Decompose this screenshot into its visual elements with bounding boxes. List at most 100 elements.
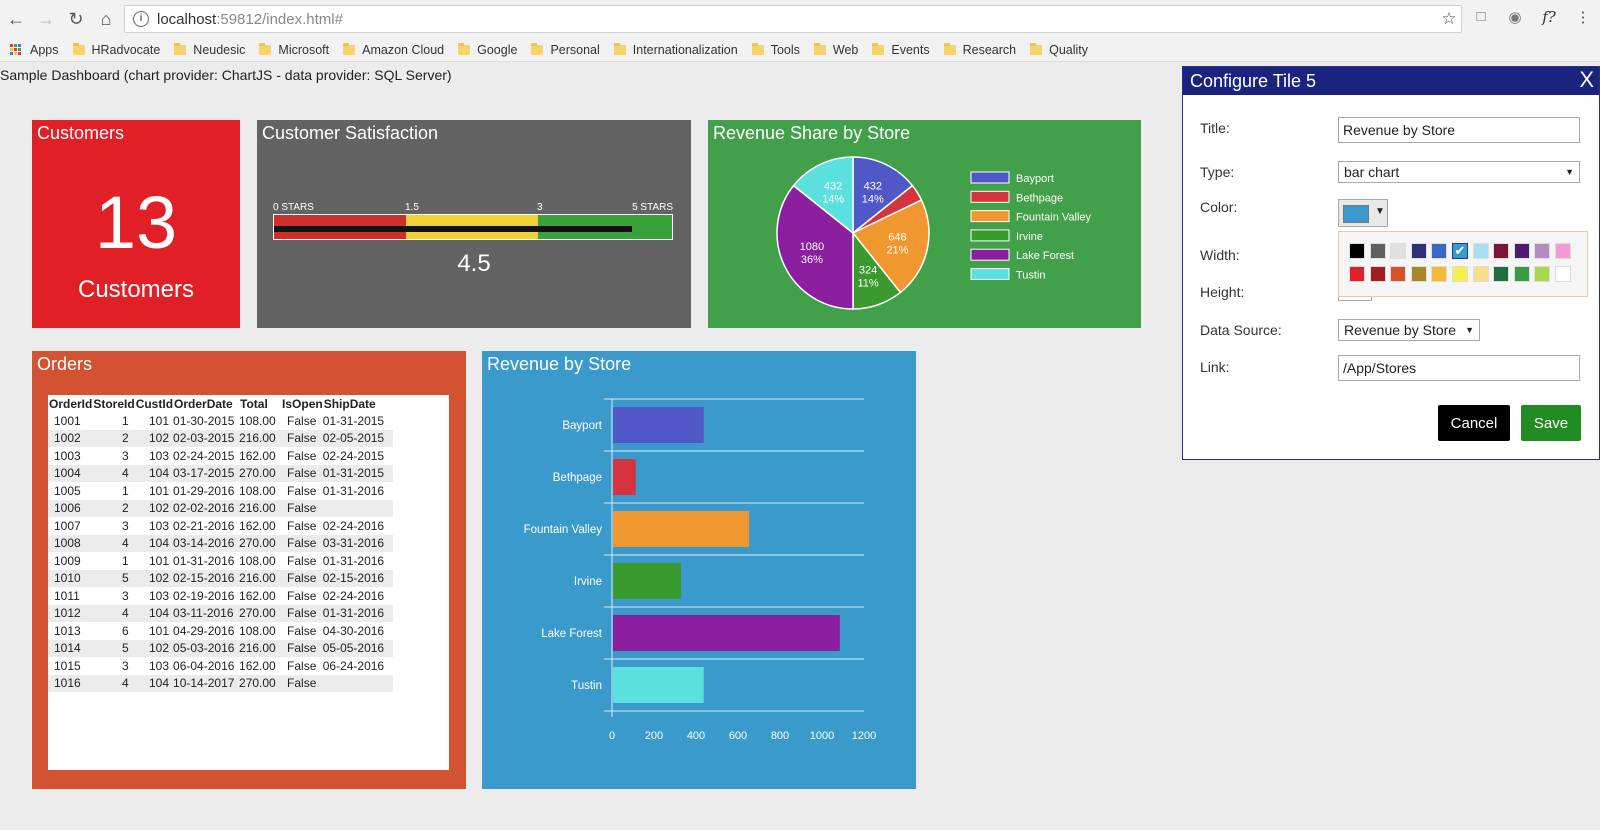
palette-swatch[interactable] bbox=[1349, 266, 1365, 282]
pie-slice-label: 14% bbox=[862, 193, 884, 205]
url-path: :59812/index.html# bbox=[216, 10, 343, 28]
bar[interactable] bbox=[613, 615, 840, 651]
pdf-extension-icon[interactable]: □ bbox=[1476, 8, 1486, 25]
bookmark-folder[interactable]: Events bbox=[872, 42, 930, 57]
table-row[interactable]: 1001 1 101 01-30-2015 108.00 False 01-31-2015 bbox=[48, 412, 393, 430]
table-row[interactable]: 1005 1 101 01-29-2016 108.00 False 01-31-2016 bbox=[48, 482, 393, 500]
bookmark-label: Neudesic bbox=[193, 42, 246, 57]
pie-slice[interactable] bbox=[852, 156, 914, 235]
table-cell: 02-21-2016 bbox=[173, 518, 235, 533]
bookmark-label: Research bbox=[962, 42, 1017, 57]
palette-swatch[interactable] bbox=[1369, 243, 1386, 259]
table-row[interactable]: 1011 3 103 02-19-2016 162.00 False 02-24-2016 bbox=[48, 587, 393, 605]
bar[interactable] bbox=[613, 459, 636, 495]
table-row[interactable]: 1012 4 104 03-11-2016 270.00 False 01-31-2016 bbox=[48, 604, 393, 622]
palette-swatch[interactable] bbox=[1513, 243, 1530, 259]
palette-swatch[interactable] bbox=[1493, 266, 1510, 282]
table-row[interactable]: 1016 4 104 10-14-2017 270.00 False bbox=[48, 674, 393, 692]
table-row[interactable]: 1014 5 102 05-03-2016 216.00 False 05-05-2016 bbox=[48, 639, 393, 657]
table-row[interactable]: 1004 4 104 03-17-2015 270.00 False 01-31-2015 bbox=[48, 464, 393, 482]
palette-swatch[interactable] bbox=[1390, 243, 1407, 259]
table-row[interactable]: 1013 6 101 04-29-2016 108.00 False 04-30-2016 bbox=[48, 622, 393, 640]
palette-swatch[interactable] bbox=[1493, 243, 1510, 259]
link-field[interactable]: /App/Stores bbox=[1338, 355, 1580, 381]
palette-swatch[interactable] bbox=[1534, 266, 1551, 282]
palette-swatch[interactable] bbox=[1431, 243, 1448, 259]
bookmark-folder[interactable]: Amazon Cloud bbox=[343, 42, 444, 57]
table-row[interactable]: 1010 5 102 02-15-2016 216.00 False 02-15-2016 bbox=[48, 569, 393, 587]
bookmark-folder[interactable]: Neudesic bbox=[174, 42, 246, 57]
table-row[interactable]: 1007 3 103 02-21-2016 162.00 False 02-24-2016 bbox=[48, 517, 393, 535]
bookmark-folder[interactable]: Internationalization bbox=[613, 42, 738, 57]
home-icon[interactable]: ⌂ bbox=[100, 8, 112, 29]
bookmark-folder[interactable]: Microsoft bbox=[259, 42, 329, 57]
palette-swatch[interactable] bbox=[1513, 266, 1530, 282]
back-icon[interactable]: ← bbox=[7, 8, 25, 29]
bookmark-star-icon[interactable]: ☆ bbox=[1441, 9, 1457, 28]
info-icon[interactable]: i bbox=[133, 11, 149, 27]
table-row[interactable]: 1003 3 103 02-24-2015 162.00 False 02-24-2015 bbox=[48, 447, 393, 465]
bookmark-folder[interactable]: Research bbox=[943, 42, 1017, 57]
formula-extension-icon[interactable]: f? bbox=[1542, 8, 1556, 26]
title-field[interactable]: Revenue by Store bbox=[1338, 117, 1580, 143]
revenue-share-tile[interactable]: Revenue Share by Store 432 14% 648 21% 324 11… bbox=[708, 120, 1141, 328]
bar-chart: Bayport Bethpage Fountain Valley Irvine Lake… bbox=[524, 398, 876, 742]
palette-swatch[interactable] bbox=[1349, 243, 1365, 259]
table-cell: 01-31-2016 bbox=[322, 483, 385, 498]
orders-tile[interactable]: Orders OrderId StoreId CustId OrderDate … bbox=[32, 351, 466, 789]
palette-swatch[interactable]: ✔ bbox=[1452, 243, 1468, 259]
table-cell: 1006 bbox=[48, 499, 93, 517]
reload-icon[interactable]: ↻ bbox=[68, 8, 84, 29]
satisfaction-tile[interactable]: Customer Satisfaction 0 STARS 1.5 3 5 ST… bbox=[257, 120, 691, 328]
palette-swatch[interactable] bbox=[1472, 266, 1489, 282]
table-cell: 1009 bbox=[54, 553, 81, 568]
revenue-by-store-tile[interactable]: Revenue by Store Bayport Bethpage Fountain… bbox=[482, 351, 916, 789]
table-row[interactable]: 1006 2 102 02-02-2016 216.00 False bbox=[48, 499, 393, 517]
camera-extension-icon[interactable]: ◉ bbox=[1508, 9, 1522, 26]
table-row[interactable]: 1009 1 101 01-31-2016 108.00 False 01-31-2016 bbox=[48, 552, 393, 570]
close-button[interactable]: X bbox=[1579, 67, 1594, 92]
palette-swatch[interactable] bbox=[1410, 266, 1427, 282]
bookmark-label: Quality bbox=[1049, 42, 1089, 57]
gauge-track bbox=[273, 214, 673, 240]
palette-swatch[interactable] bbox=[1390, 266, 1407, 282]
palette-swatch[interactable] bbox=[1369, 266, 1386, 282]
table-cell: 102 bbox=[134, 499, 174, 517]
palette-swatch[interactable] bbox=[1431, 266, 1448, 282]
color-picker-button[interactable]: ▼ bbox=[1338, 199, 1388, 227]
palette-swatch[interactable] bbox=[1555, 243, 1571, 259]
bookmark-folder[interactable]: HRadvocate bbox=[72, 42, 160, 57]
type-select[interactable]: bar chart ▼ bbox=[1338, 161, 1580, 183]
bookmark-folder[interactable]: Tools bbox=[751, 42, 800, 57]
bookmark-folder[interactable]: Personal bbox=[531, 42, 600, 57]
bookmark-folder[interactable]: Google bbox=[458, 42, 517, 57]
bar[interactable] bbox=[613, 667, 704, 703]
bar[interactable] bbox=[613, 511, 750, 547]
palette-swatch[interactable] bbox=[1534, 243, 1551, 259]
table-cell: 270.00 bbox=[239, 604, 282, 622]
forward-icon[interactable]: → bbox=[37, 8, 55, 29]
palette-swatch[interactable] bbox=[1452, 266, 1468, 282]
palette-swatch[interactable] bbox=[1555, 266, 1571, 282]
pie-slice[interactable] bbox=[792, 156, 854, 235]
palette-swatch[interactable] bbox=[1472, 243, 1489, 259]
color-palette: ✔ bbox=[1338, 231, 1588, 297]
customers-tile[interactable]: Customers 13 Customers bbox=[32, 120, 240, 328]
table-row[interactable]: 1002 2 102 02-03-2015 216.00 False 02-05-2015 bbox=[48, 429, 393, 447]
save-button[interactable]: Save bbox=[1521, 405, 1581, 441]
address-bar[interactable]: i localhost:59812/index.html# ☆ bbox=[124, 5, 1462, 33]
bar[interactable] bbox=[613, 407, 704, 443]
cancel-button[interactable]: Cancel bbox=[1438, 405, 1510, 441]
table-row[interactable]: 1008 4 104 03-14-2016 270.00 False 03-31-2016 bbox=[48, 534, 393, 552]
palette-swatch[interactable] bbox=[1410, 243, 1427, 259]
bookmark-folder[interactable]: Quality bbox=[1030, 42, 1089, 57]
menu-icon[interactable]: ⋮ bbox=[1575, 9, 1591, 26]
bar[interactable] bbox=[613, 563, 682, 599]
bookmark-folder[interactable]: Web bbox=[813, 42, 858, 57]
pie-slice[interactable] bbox=[851, 199, 930, 294]
table-row[interactable]: 1015 3 103 06-04-2016 162.00 False 06-24-2016 bbox=[48, 657, 393, 675]
pie-slice[interactable] bbox=[776, 184, 854, 310]
dialog-title: Configure Tile 5 bbox=[1190, 70, 1317, 91]
data-source-select[interactable]: Revenue by Store ▼ bbox=[1338, 319, 1480, 341]
bookmark-apps[interactable]: Apps bbox=[10, 43, 59, 57]
